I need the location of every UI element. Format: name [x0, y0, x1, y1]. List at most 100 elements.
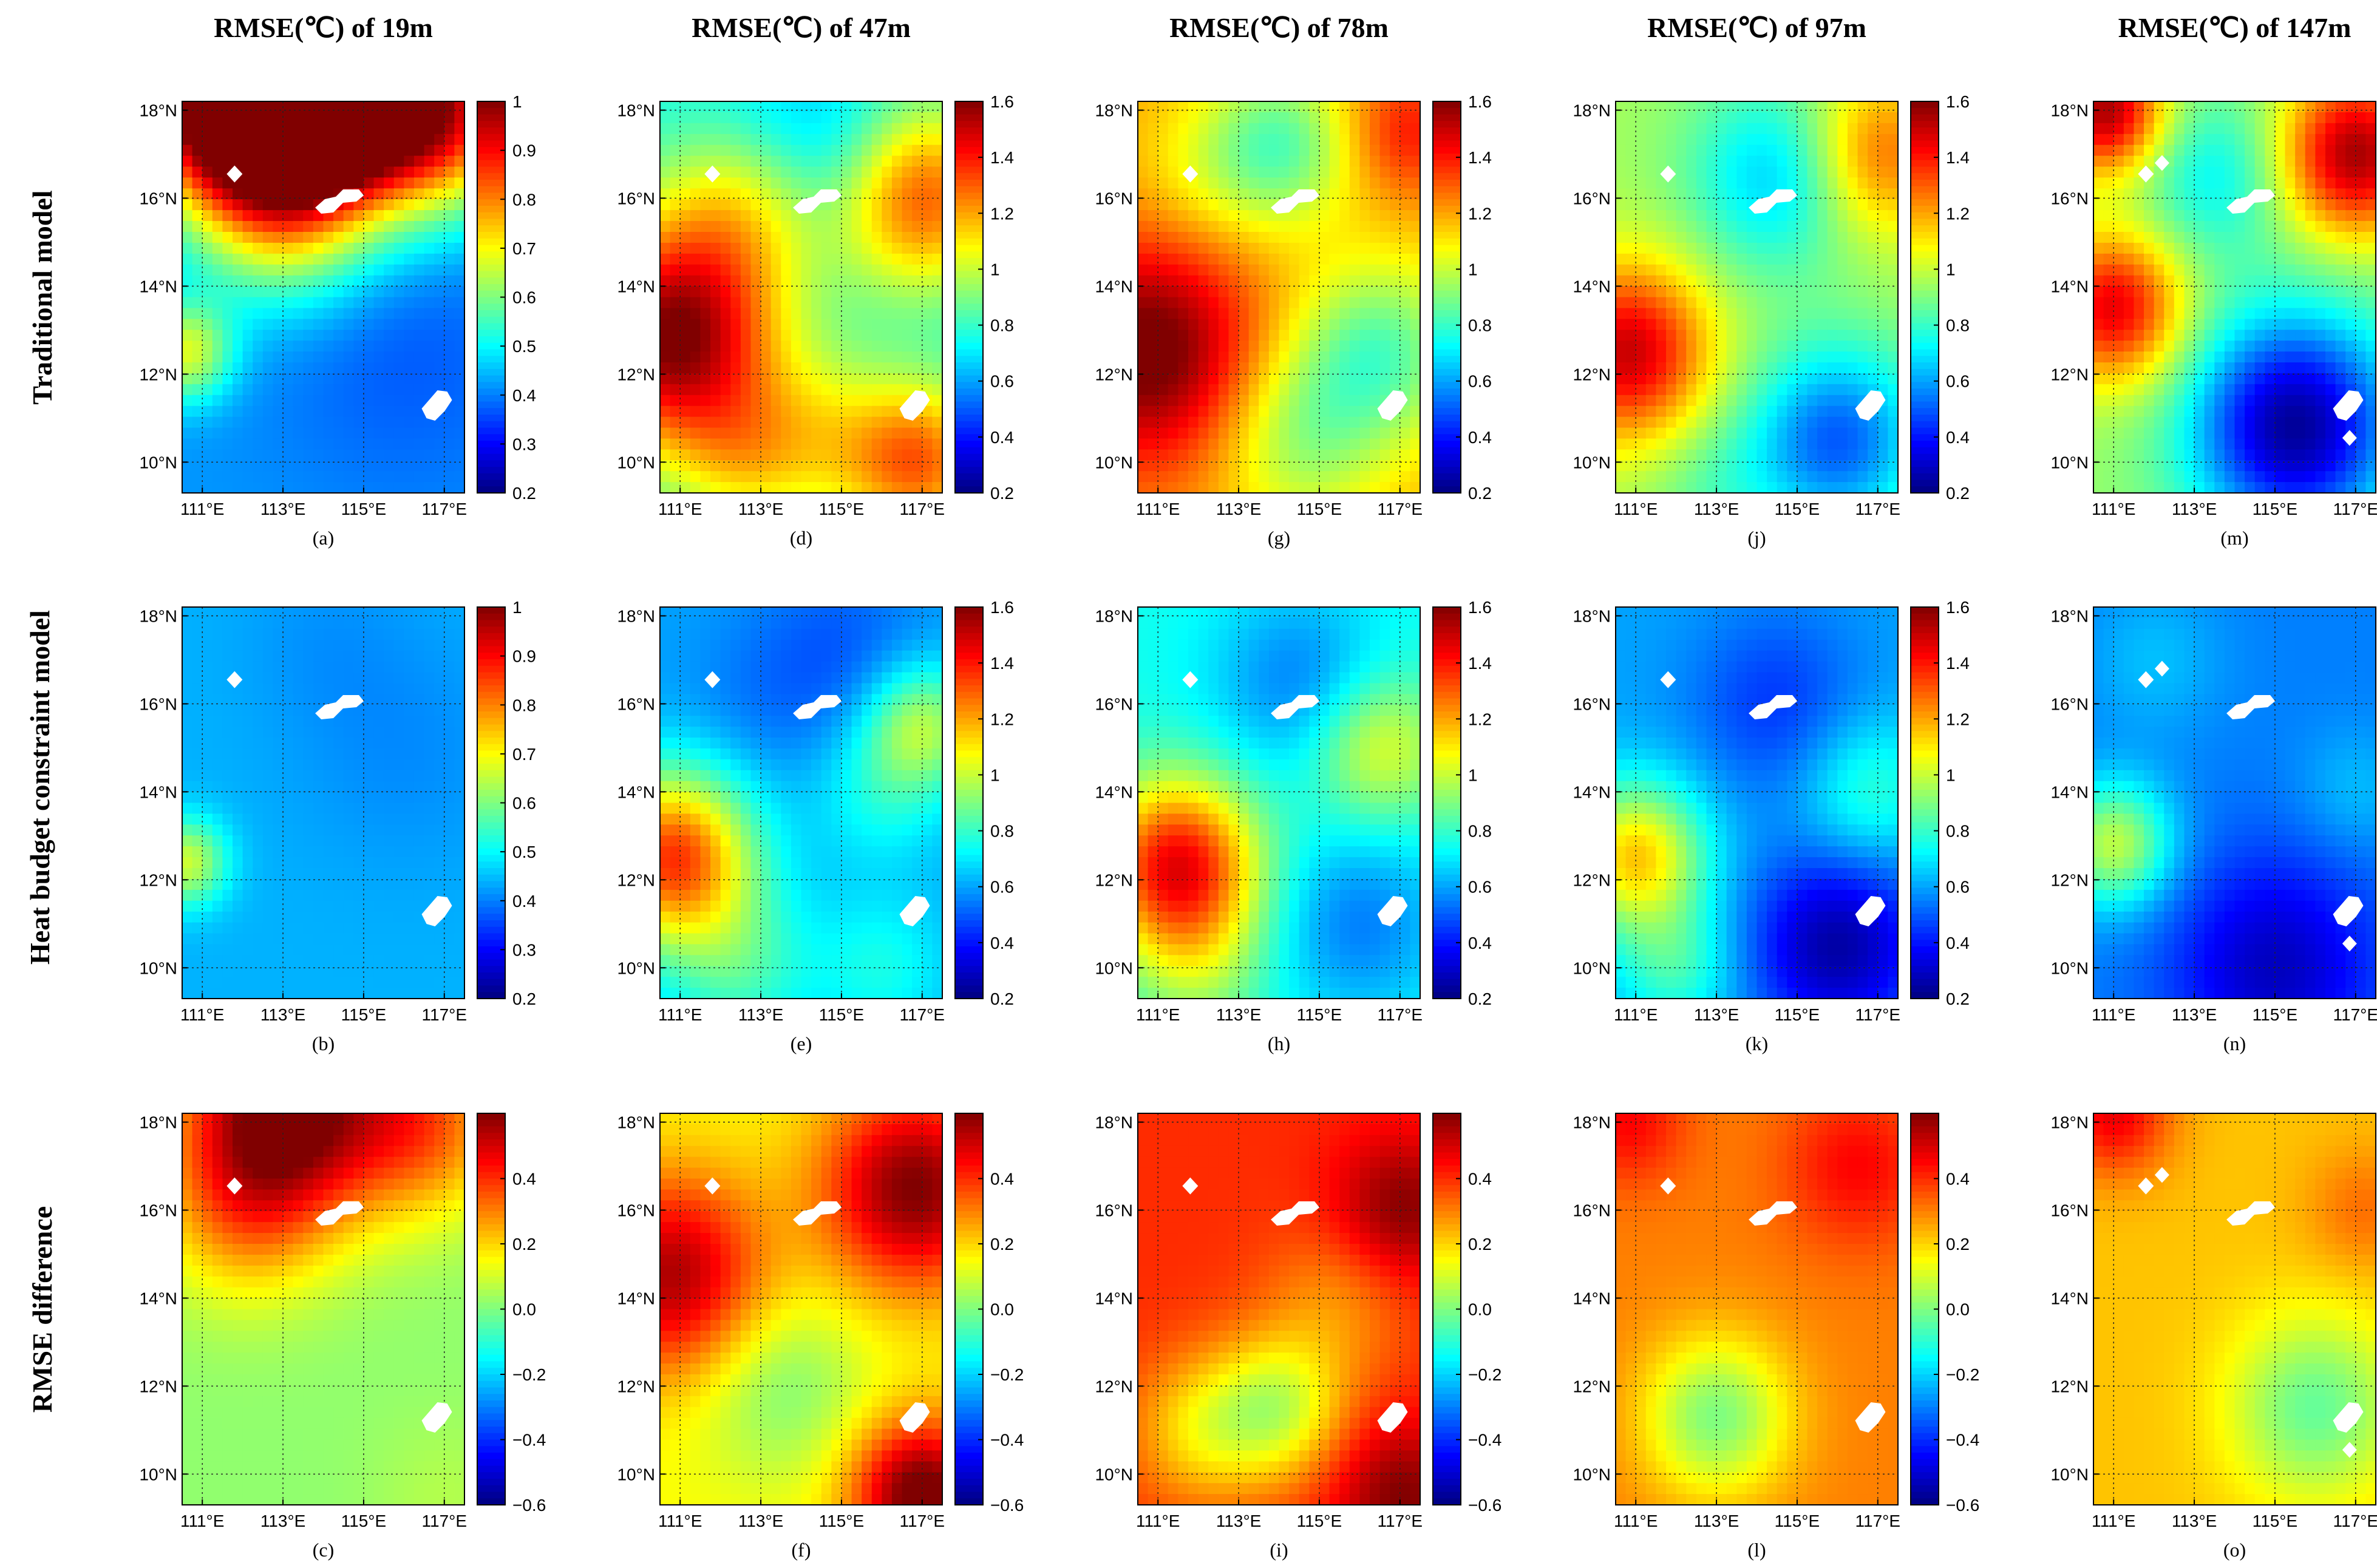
heatmap-cell: [761, 308, 772, 319]
heatmap-cell: [202, 438, 213, 450]
heatmap-cell: [384, 341, 395, 352]
heatmap-cell: [262, 944, 274, 955]
colorbar-segment: [477, 1296, 505, 1303]
heatmap-cell: [700, 977, 711, 988]
heatmap-cell: [404, 1342, 415, 1353]
heatmap-cell: [791, 264, 802, 276]
heatmap-cell: [710, 253, 721, 265]
colorbar-segment: [955, 434, 983, 441]
colorbar-segment: [477, 1159, 505, 1166]
heatmap-cell: [253, 438, 264, 450]
heatmap-cell: [922, 319, 933, 330]
heatmap-cell: [761, 716, 772, 727]
heatmap-cell: [212, 977, 223, 988]
heatmap-cell: [781, 683, 792, 694]
heatmap-cell: [454, 1428, 465, 1441]
heatmap-cell: [750, 878, 761, 891]
heatmap-cell: [303, 1320, 314, 1331]
heatmap-cell: [323, 1156, 334, 1169]
heatmap-cell: [202, 813, 213, 825]
heatmap-cell: [384, 275, 395, 287]
heatmap-cell: [283, 1407, 294, 1419]
heatmap-cell: [393, 759, 404, 771]
heatmap-cell: [841, 253, 852, 265]
heatmap-cell: [192, 112, 203, 124]
heatmap-cell: [313, 1135, 324, 1147]
colorbar-segment: [477, 304, 505, 311]
heatmap-cell: [670, 264, 681, 276]
heatmap-cell: [384, 1494, 395, 1505]
heatmap-cell: [373, 351, 384, 363]
heatmap-cell: [313, 1396, 324, 1408]
heatmap-cell: [404, 144, 415, 157]
heatmap-cell: [333, 427, 344, 440]
heatmap-cell: [393, 868, 404, 880]
heatmap-cell: [323, 1494, 334, 1505]
heatmap-cell: [444, 705, 455, 716]
heatmap-cell: [770, 144, 781, 157]
heatmap-cell: [293, 1374, 304, 1386]
heatmap-cell: [424, 449, 435, 461]
heatmap-cell: [424, 813, 435, 825]
heatmap-cell: [293, 672, 304, 684]
heatmap-cell: [233, 1135, 243, 1147]
heatmap-cell: [343, 384, 354, 396]
heatmap-cell: [454, 1298, 465, 1310]
heatmap-cell: [770, 449, 781, 461]
heatmap-cell: [343, 177, 354, 189]
colorbar-segment: [477, 1133, 505, 1140]
heatmap-cell: [670, 177, 681, 189]
heatmap-cell: [303, 438, 314, 450]
heatmap-cell: [384, 683, 395, 694]
heatmap-cell: [841, 297, 852, 309]
heatmap-cell: [262, 438, 274, 450]
heatmap-cell: [182, 427, 193, 440]
heatmap-cell: [373, 341, 384, 352]
heatmap-cell: [373, 672, 384, 684]
heatmap-cell: [313, 1320, 324, 1331]
heatmap-cell: [313, 373, 324, 385]
heatmap-cell: [202, 966, 213, 977]
heatmap-cell: [333, 275, 344, 287]
colorbar-segment: [477, 1283, 505, 1290]
heatmap-cell: [253, 900, 264, 912]
y-tick-label: 18°N: [139, 606, 177, 625]
heatmap-cell: [404, 1407, 415, 1419]
heatmap-cell: [831, 177, 842, 189]
heatmap-cell: [303, 308, 314, 319]
heatmap-cell: [182, 1178, 193, 1190]
heatmap-cell: [811, 166, 822, 178]
heatmap-cell: [182, 738, 193, 749]
colorbar-segment: [477, 698, 505, 705]
heatmap-cell: [932, 286, 943, 298]
heatmap-cell: [303, 123, 314, 135]
heatmap-cell: [363, 155, 375, 168]
heatmap-cell: [730, 351, 741, 363]
heatmap-cell: [791, 232, 802, 243]
heatmap-cell: [404, 933, 415, 945]
heatmap-cell: [333, 210, 344, 222]
heatmap-cell: [313, 617, 324, 630]
heatmap-cell: [922, 112, 933, 124]
heatmap-cell: [293, 330, 304, 341]
heatmap-cell: [791, 416, 802, 429]
heatmap-cell: [690, 210, 701, 222]
heatmap-cell: [313, 1494, 324, 1505]
heatmap-cell: [343, 319, 354, 330]
heatmap-cell: [891, 330, 903, 341]
heatmap-cell: [454, 341, 465, 352]
heatmap-cell: [273, 770, 284, 782]
heatmap-cell: [413, 253, 425, 265]
heatmap-cell: [273, 1276, 284, 1288]
heatmap-cell: [791, 319, 802, 330]
colorbar-segment: [955, 342, 983, 350]
heatmap-cell: [373, 1189, 384, 1201]
heatmap-cell: [202, 1124, 213, 1136]
heatmap-cell: [182, 438, 193, 450]
heatmap-cell: [333, 770, 344, 782]
heatmap-cell: [761, 900, 772, 912]
heatmap-cell: [404, 253, 415, 265]
heatmap-cell: [821, 438, 832, 450]
heatmap-cell: [293, 1233, 304, 1244]
heatmap-cell: [182, 1276, 193, 1288]
